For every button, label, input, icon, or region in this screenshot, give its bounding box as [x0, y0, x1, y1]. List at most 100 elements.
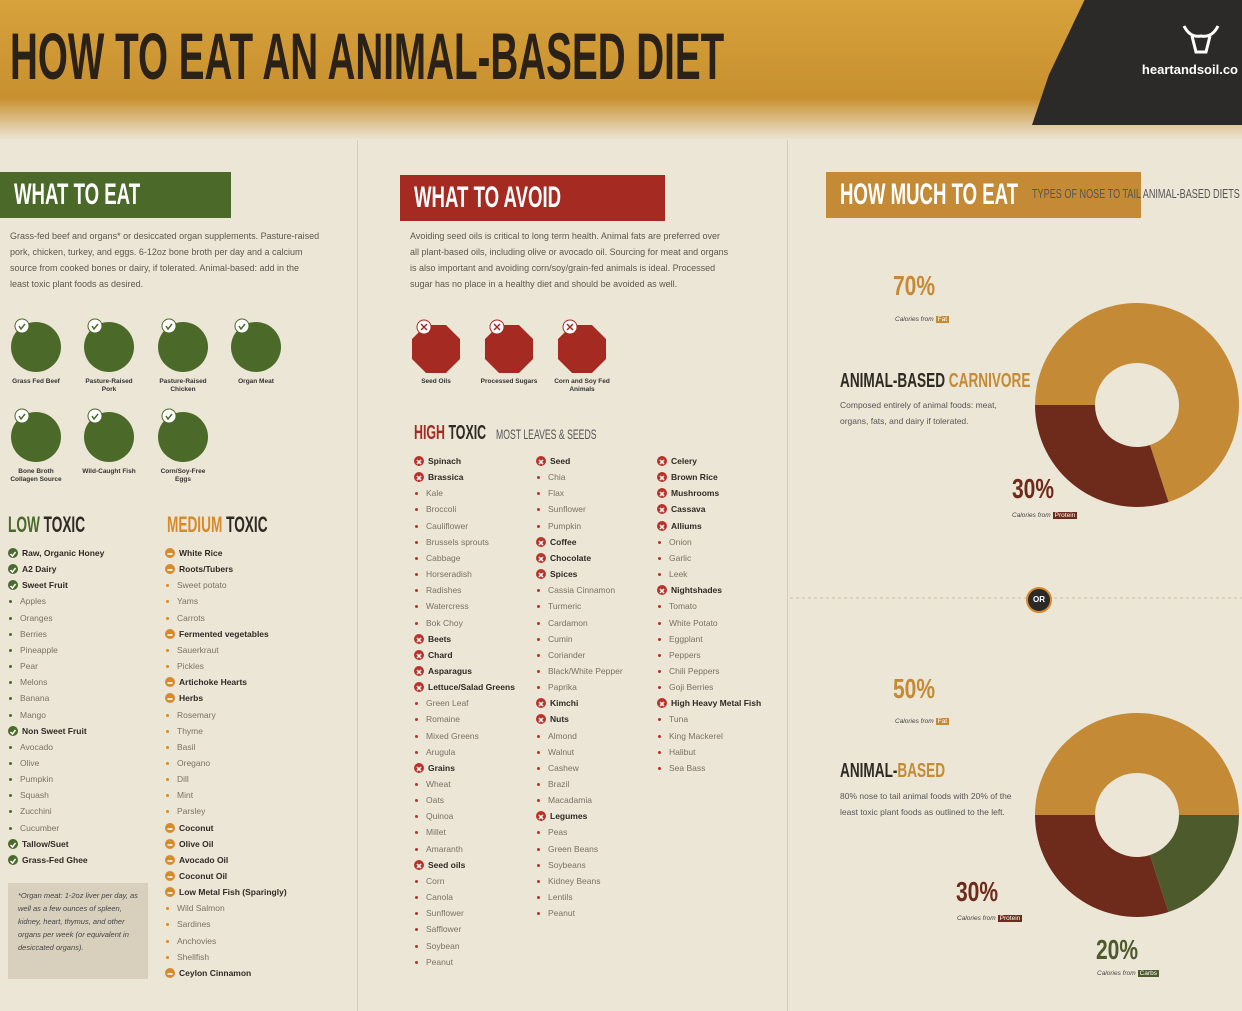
- list-item: Sauerkraut: [166, 642, 219, 658]
- diet-name-b: BASED: [897, 760, 946, 782]
- item-text: Millet: [426, 827, 446, 838]
- item-marker: [9, 648, 12, 652]
- check-mark: [18, 323, 26, 331]
- list-item: Canola: [415, 889, 453, 905]
- item-text: Dill: [177, 774, 189, 785]
- item-marker: [9, 745, 12, 749]
- item-text: Tallow/Suet: [22, 838, 69, 849]
- list-item: Apples: [9, 593, 46, 609]
- marker-glyph: [167, 843, 173, 846]
- item-text: Almond: [548, 730, 577, 741]
- marker-glyph: [167, 892, 173, 894]
- item-text: Radishes: [426, 585, 462, 596]
- list-item: Sweet Fruit: [8, 577, 68, 593]
- item-marker: [415, 799, 418, 803]
- item-text: Peppers: [669, 649, 701, 660]
- caption-text: Calories from: [895, 316, 934, 323]
- item-marker: [414, 762, 424, 773]
- item-marker: [537, 734, 540, 738]
- list-item: Oats: [415, 792, 444, 808]
- icon-label: Pasture-Raised Chicken: [159, 378, 207, 393]
- list-item: Olive: [9, 755, 39, 771]
- list-item: Sea Bass: [658, 760, 705, 776]
- marker-glyph: [659, 459, 665, 465]
- item-marker: [9, 616, 12, 620]
- item-text: Paprika: [548, 682, 577, 693]
- marker-glyph: [9, 842, 17, 848]
- list-item: White Rice: [165, 545, 222, 561]
- list-item: Peanut: [537, 905, 575, 921]
- item-text: Raw, Organic Honey: [22, 548, 105, 558]
- item-marker: [537, 783, 540, 786]
- list-heading: MEDIUM TOXIC: [167, 512, 329, 538]
- item-marker: [536, 811, 546, 822]
- item-text: A2 Dairy: [22, 564, 57, 575]
- diet-name-b: CARNIVORE: [948, 370, 1031, 392]
- item-marker: [166, 907, 169, 911]
- item-text: Celery: [671, 456, 697, 466]
- value-label: 30%: [1012, 473, 1055, 504]
- item-marker: [658, 669, 661, 673]
- marker-glyph: [167, 682, 173, 684]
- list-item: Sardines: [166, 916, 211, 932]
- list-item: Pumpkin: [9, 771, 53, 787]
- item-marker: [165, 887, 175, 898]
- x-mark: [566, 323, 574, 331]
- item-marker: [9, 761, 12, 765]
- item-marker: [537, 847, 540, 851]
- item-marker: [166, 939, 169, 943]
- item-text: Nightshades: [671, 585, 723, 596]
- list-item: Shellfish: [166, 949, 210, 965]
- item-marker: [537, 508, 540, 512]
- item-marker: [165, 628, 175, 639]
- item-text: Cassava: [671, 504, 706, 515]
- list-item: Olive Oil: [165, 836, 214, 852]
- item-marker: [9, 600, 12, 604]
- item-marker: [166, 761, 169, 765]
- food-icon: [231, 322, 281, 372]
- list-item: Pear: [9, 658, 38, 674]
- item-marker: [166, 729, 169, 733]
- list-item: Peppers: [658, 647, 701, 663]
- item-marker: [537, 750, 540, 754]
- marker-glyph: [167, 698, 173, 701]
- list-item: Raw, Organic Honey: [8, 545, 105, 561]
- item-text: Eggplant: [669, 633, 703, 644]
- item-text: Alliums: [671, 520, 702, 531]
- item-marker: [536, 714, 546, 725]
- item-marker: [415, 573, 418, 577]
- item-marker: [414, 665, 424, 676]
- item-text: Squash: [20, 790, 49, 801]
- item-text: Green Beans: [548, 843, 599, 854]
- footnote: *Organ meat: 1-2oz liver per day, as wel…: [8, 883, 148, 979]
- list-item: Seed oils: [414, 857, 465, 873]
- list-item: Pickles: [166, 658, 204, 674]
- icon-label: Pasture-Raised Pork: [85, 378, 133, 393]
- list-heading: HIGH TOXIC MOST LEAVES & SEEDS: [414, 422, 596, 445]
- list-item: Rosemary: [166, 707, 216, 723]
- heading-word: TOXIC: [226, 512, 268, 537]
- paragraph: Grass-fed beef and organs* or desiccated…: [10, 231, 320, 289]
- icon-label: Corn/Soy-Free Eggs: [160, 468, 206, 483]
- item-text: Kimchi: [550, 698, 579, 709]
- food-icon: [11, 412, 61, 462]
- item-text: Corn: [426, 875, 445, 886]
- list-item: Celery: [657, 453, 697, 469]
- list-item: Cassava: [657, 501, 706, 517]
- item-text: Brassica: [428, 472, 464, 483]
- heading-level: MEDIUM: [167, 512, 223, 537]
- list-item: Coffee: [536, 534, 576, 550]
- item-text: Seed: [550, 456, 571, 466]
- marker-glyph: [416, 653, 422, 659]
- item-marker: [415, 750, 418, 754]
- item-text: Shellfish: [177, 951, 210, 962]
- item-marker: [657, 456, 667, 466]
- list-item: Garlic: [658, 550, 691, 566]
- list-item: Chard: [414, 647, 453, 663]
- marker-glyph: [538, 814, 544, 820]
- list-item: Sunflower: [415, 905, 464, 921]
- list-item: Spinach: [414, 453, 461, 469]
- item-marker: [415, 508, 418, 512]
- list-item: Basil: [166, 739, 195, 755]
- marker-glyph: [416, 685, 422, 691]
